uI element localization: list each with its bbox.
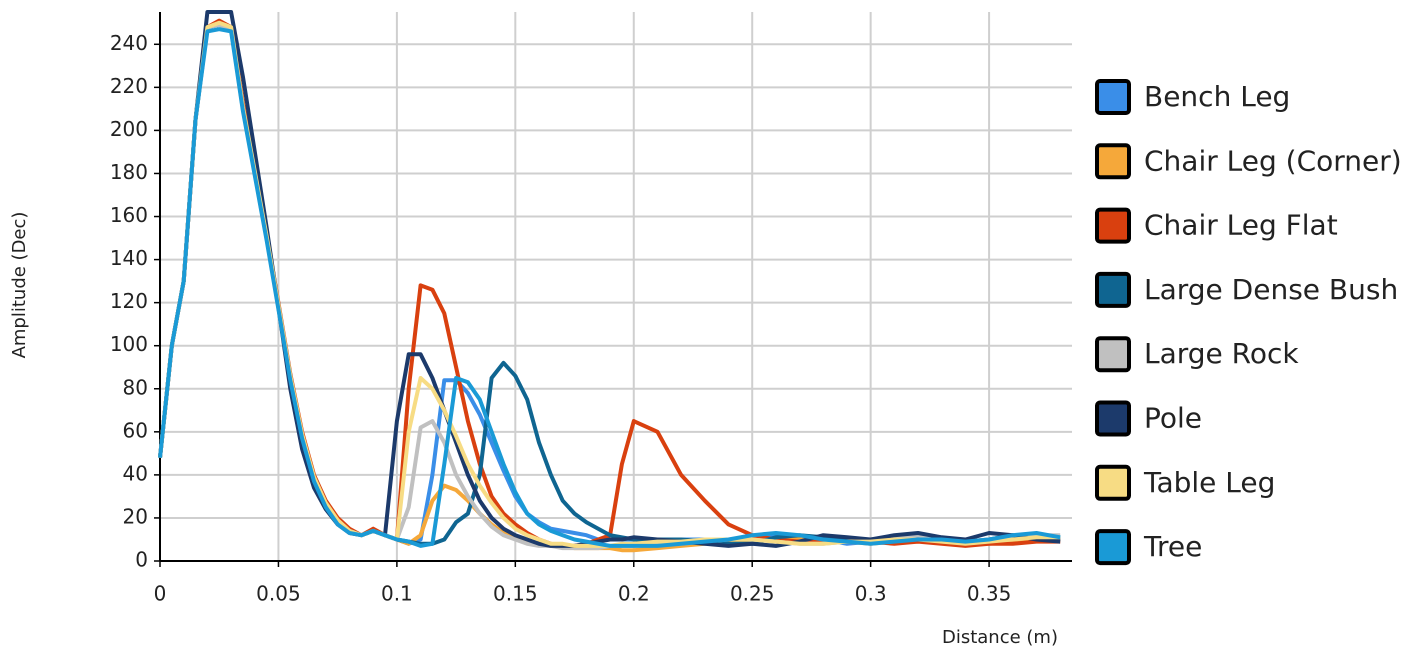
y-tick-label: 40 [123,461,148,485]
legend-swatch [1095,529,1131,566]
series-line [158,22,1061,546]
y-tick-label: 140 [110,246,148,270]
series-line [158,20,1061,553]
legend-swatch [1095,400,1131,437]
y-tick-label: 100 [110,332,148,356]
legend-label: Pole [1144,402,1202,435]
x-tick-label: 0.3 [855,582,887,606]
x-tick-label: 0.2 [618,582,650,606]
y-tick-label: 60 [123,418,148,442]
y-tick-label: 120 [110,289,148,313]
y-axis-title: Amplitude (Dec) [9,212,30,359]
x-tick-label: 0.15 [493,582,538,606]
y-tick-label: 0 [135,548,148,572]
x-tick-label: 0.25 [730,582,775,606]
x-axis-title: Distance (m) [942,627,1058,648]
series-line [158,18,1061,548]
legend-label: Tree [1143,530,1202,563]
y-tick-label: 200 [110,117,148,141]
legend-swatch [1095,336,1131,373]
legend-label: Chair Leg Flat [1144,209,1338,242]
legend-swatch [1095,207,1131,244]
x-tick-label: 0.35 [967,582,1012,606]
legend-label: Large Dense Bush [1144,273,1398,306]
legend-label: Table Leg [1143,466,1275,499]
x-tick-label: 0.1 [381,582,413,606]
legend-label: Chair Leg (Corner) [1144,144,1401,177]
y-tick-label: 240 [110,31,148,55]
y-tick-label: 220 [110,74,148,98]
x-tick-label: 0.05 [256,582,301,606]
x-tick-label: 0 [154,582,167,606]
series-line [158,27,1061,548]
legend-swatch [1095,79,1131,115]
legend-swatch [1095,271,1131,308]
y-tick-label: 180 [110,160,148,184]
legend-swatch [1095,464,1131,501]
y-tick-label: 160 [110,203,148,227]
legend-label: Large Rock [1144,337,1299,370]
series-line [158,10,1061,548]
y-tick-label: 20 [123,504,148,528]
series-line [158,20,1061,548]
legend-swatch [1095,143,1131,180]
series-line [158,22,1061,546]
y-tick-label: 80 [123,375,148,399]
series-line [158,22,1061,551]
legend-label: Bench Leg [1144,80,1290,113]
